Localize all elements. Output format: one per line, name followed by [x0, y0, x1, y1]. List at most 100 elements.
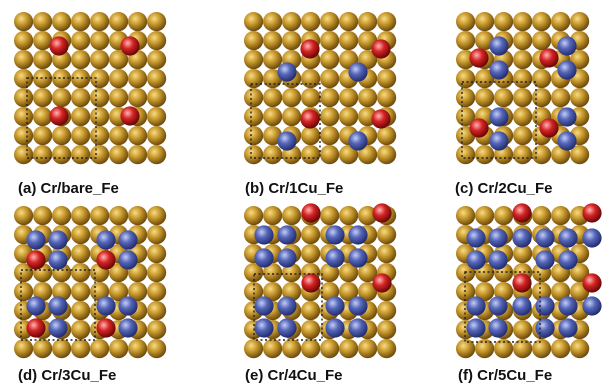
caption-f: (f) Cr/5Cu_Fe: [458, 367, 552, 384]
fe-atom: [33, 206, 52, 225]
fe-atom: [33, 69, 52, 88]
cu-atom: [325, 296, 344, 315]
fe-atom: [282, 339, 301, 358]
fe-atom: [532, 69, 551, 88]
cr-atom: [372, 203, 391, 222]
fe-atom: [570, 339, 589, 358]
fe-atom: [339, 31, 358, 50]
fe-atom: [513, 126, 532, 145]
cu-atom: [348, 318, 367, 337]
cu-atom: [48, 250, 67, 269]
fe-atom: [532, 145, 551, 164]
fe-atom: [301, 12, 320, 31]
fe-atom: [301, 244, 320, 263]
fe-atom: [244, 12, 263, 31]
fe-atom: [244, 88, 263, 107]
fe-atom: [90, 145, 109, 164]
panel-f: [456, 203, 602, 358]
cu-atom: [557, 107, 576, 126]
fe-atom: [14, 12, 33, 31]
cr-atom: [582, 273, 601, 292]
fe-atom: [33, 145, 52, 164]
fe-atom: [71, 320, 90, 339]
fe-atom: [456, 12, 475, 31]
fe-atom: [551, 12, 570, 31]
cr-atom: [582, 203, 601, 222]
cu-atom: [488, 228, 507, 247]
fe-atom: [263, 88, 282, 107]
panel-a: [14, 12, 166, 164]
cu-atom: [26, 296, 45, 315]
fe-atom: [147, 12, 166, 31]
fe-atom: [33, 339, 52, 358]
fe-atom: [52, 145, 71, 164]
fe-atom: [320, 126, 339, 145]
cu-atom: [557, 36, 576, 55]
cu-atom: [277, 296, 296, 315]
cu-atom: [466, 228, 485, 247]
cu-atom: [118, 250, 137, 269]
fe-atom: [301, 225, 320, 244]
fe-atom: [513, 107, 532, 126]
cu-atom: [254, 225, 273, 244]
fe-atom: [52, 12, 71, 31]
fe-atom: [358, 88, 377, 107]
panel-e: [244, 203, 396, 358]
cu-atom: [558, 250, 577, 269]
fe-atom: [358, 12, 377, 31]
cu-atom: [557, 131, 576, 150]
fe-atom: [570, 88, 589, 107]
fe-atom: [71, 88, 90, 107]
fe-atom: [33, 126, 52, 145]
cu-atom: [254, 296, 273, 315]
fe-atom: [90, 69, 109, 88]
fe-atom: [90, 339, 109, 358]
fe-atom: [301, 145, 320, 164]
fe-atom: [475, 12, 494, 31]
fe-atom: [128, 126, 147, 145]
panel-b: [244, 12, 396, 164]
fe-atom: [377, 145, 396, 164]
cu-atom: [254, 248, 273, 267]
fe-atom: [71, 145, 90, 164]
fe-atom: [456, 88, 475, 107]
cu-atom: [466, 318, 485, 337]
fe-atom: [147, 69, 166, 88]
fe-atom: [320, 339, 339, 358]
fe-atom: [71, 225, 90, 244]
fe-atom: [339, 12, 358, 31]
fe-atom: [339, 339, 358, 358]
fe-atom: [147, 244, 166, 263]
fe-atom: [128, 88, 147, 107]
fe-atom: [244, 145, 263, 164]
fe-atom: [320, 12, 339, 31]
cu-atom: [348, 62, 367, 81]
caption-a: (a) Cr/bare_Fe: [18, 180, 119, 197]
fe-atom: [244, 107, 263, 126]
fe-atom: [494, 12, 513, 31]
fe-atom: [90, 206, 109, 225]
cu-atom: [489, 131, 508, 150]
fe-atom: [282, 107, 301, 126]
fe-atom: [475, 88, 494, 107]
cr-atom: [512, 273, 531, 292]
fe-atom: [532, 31, 551, 50]
fe-atom: [14, 88, 33, 107]
fe-atom: [282, 12, 301, 31]
cr-atom: [120, 106, 139, 125]
cu-atom: [466, 250, 485, 269]
cr-atom: [49, 36, 68, 55]
caption-e: (e) Cr/4Cu_Fe: [245, 367, 343, 384]
panel-c: [456, 12, 589, 164]
cu-atom: [325, 225, 344, 244]
fe-atom: [263, 206, 282, 225]
fe-atom: [456, 31, 475, 50]
cu-atom: [348, 225, 367, 244]
fe-atom: [14, 107, 33, 126]
fe-atom: [109, 145, 128, 164]
cr-atom: [301, 203, 320, 222]
cu-atom: [254, 318, 273, 337]
fe-atom: [90, 107, 109, 126]
fe-atom: [128, 339, 147, 358]
cr-atom: [469, 118, 488, 137]
